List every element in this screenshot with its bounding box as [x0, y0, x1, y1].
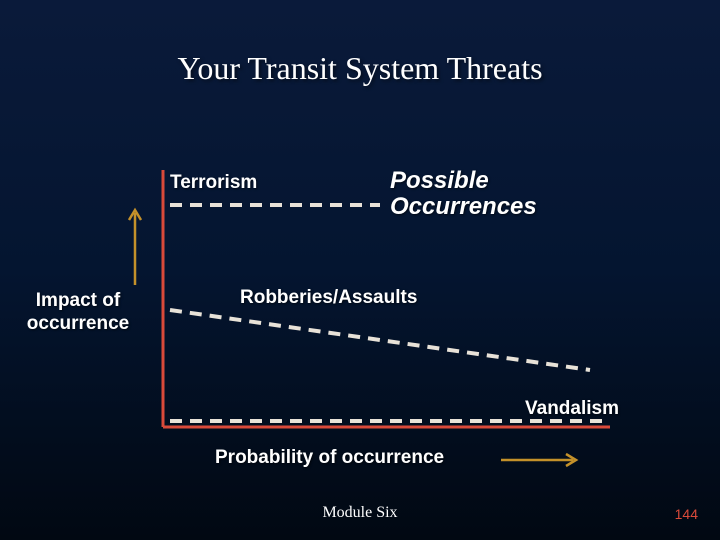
label-impact-axis: Impact of occurrence: [18, 290, 138, 336]
label-robberies: Robberies/Assaults: [240, 287, 417, 309]
impact-arrow-icon: [125, 205, 145, 290]
label-vandalism: Vandalism: [525, 398, 619, 420]
probability-arrow-icon: [498, 450, 583, 470]
footer-module: Module Six: [0, 504, 720, 522]
label-probability-axis: Probability of occurrence: [215, 447, 444, 469]
label-terrorism: Terrorism: [170, 172, 257, 194]
page-number: 144: [675, 506, 698, 522]
label-possible: Possible Occurrences: [390, 168, 537, 221]
dash-robberies: [170, 310, 590, 370]
slide-title: Your Transit System Threats: [0, 50, 720, 87]
